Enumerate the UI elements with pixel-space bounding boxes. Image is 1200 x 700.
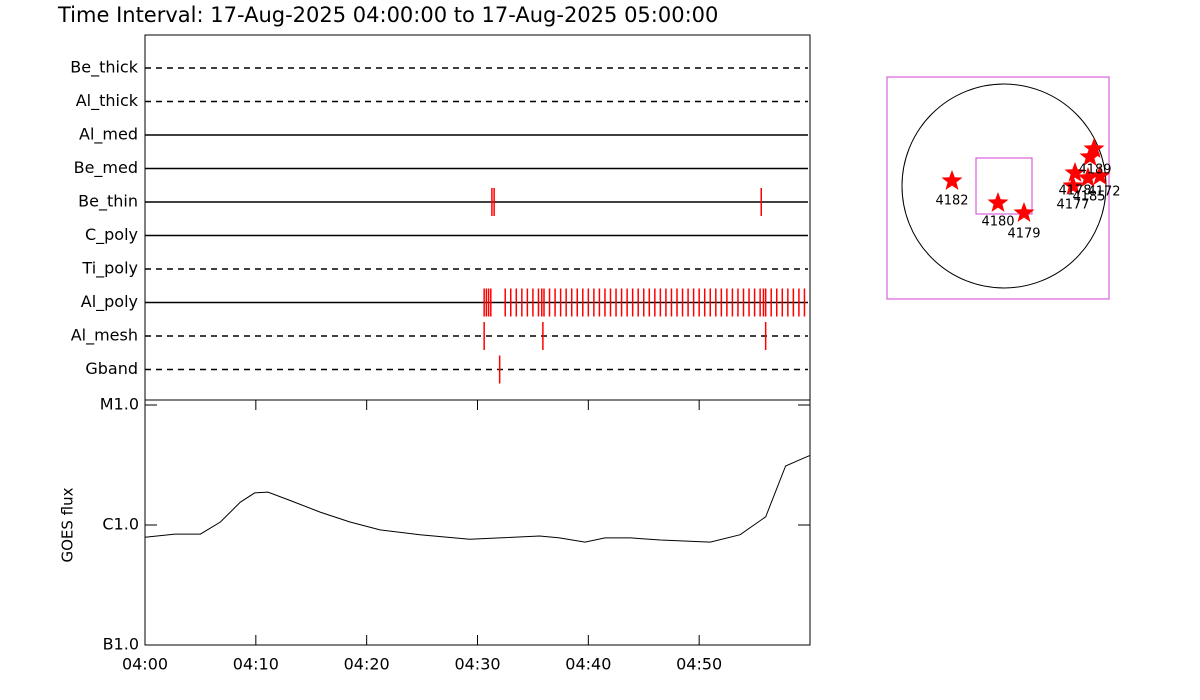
timeline-frame <box>144 34 811 401</box>
row-label: Be_thick <box>70 58 138 78</box>
x-tick-label: 04:10 <box>233 655 279 674</box>
y-tick-label: C1.0 <box>102 515 139 534</box>
region-star <box>1083 138 1105 158</box>
x-tick-label: 04:40 <box>565 655 611 674</box>
y-axis-label: GOES flux <box>59 487 77 562</box>
fov-box <box>975 157 1033 215</box>
x-tick-label: 04:20 <box>344 655 390 674</box>
row-label: Al_thick <box>76 91 139 111</box>
region-star <box>1077 167 1099 187</box>
chart-title: Time Interval: 17-Aug-2025 04:00:00 to 1… <box>57 3 718 27</box>
region-label: 4189 <box>1078 163 1111 178</box>
region-label: 4179 <box>1007 227 1040 242</box>
region-star <box>987 192 1009 212</box>
x-tick-label: 04:00 <box>122 655 168 674</box>
region-label: 4182 <box>935 194 968 209</box>
y-tick-label: B1.0 <box>103 635 139 654</box>
region-label: 4172 <box>1087 185 1120 200</box>
region-star <box>1062 175 1084 195</box>
region-star <box>941 170 963 190</box>
region-label: 4178 <box>1058 184 1091 199</box>
flux-line <box>144 454 811 543</box>
x-tick-label: 04:30 <box>454 655 500 674</box>
region-label: 4185 <box>1072 190 1105 205</box>
row-label: Al_med <box>79 125 138 145</box>
goes-frame <box>144 399 811 646</box>
map-frame <box>886 76 1110 300</box>
row-label: Al_poly <box>81 292 138 312</box>
row-label: Ti_poly <box>81 259 138 279</box>
row-label: Al_mesh <box>71 326 138 346</box>
solar-disk <box>901 83 1107 289</box>
x-tick-label: 04:50 <box>676 655 722 674</box>
row-label: C_poly <box>85 225 138 245</box>
row-label: Be_med <box>74 158 138 178</box>
row-label: Be_thin <box>78 192 138 212</box>
region-label: 4180 <box>981 215 1014 230</box>
y-tick-label: M1.0 <box>100 395 139 414</box>
region-star <box>1064 162 1086 182</box>
region-star <box>1089 165 1111 185</box>
region-label: 4177 <box>1056 198 1089 213</box>
region-star <box>1013 202 1035 222</box>
row-label: Gband <box>85 359 138 378</box>
